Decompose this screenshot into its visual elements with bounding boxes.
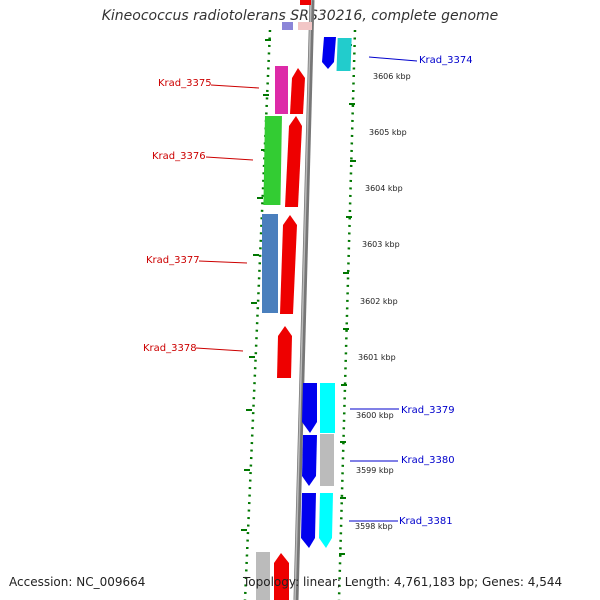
kbp-tick-3601: 3601 kbp bbox=[358, 353, 396, 362]
outer-ticks bbox=[241, 39, 356, 555]
gene-label-krad-3379[interactable]: Krad_3379 bbox=[401, 405, 455, 416]
gene-label-krad-3375[interactable]: Krad_3375 bbox=[158, 78, 212, 89]
kbp-tick-3605: 3605 kbp bbox=[369, 128, 407, 137]
map-title: Kineococcus radiotolerans SRS30216, comp… bbox=[101, 8, 499, 24]
kbp-tick-3600: 3600 kbp bbox=[356, 411, 394, 420]
gene-partial-bottom-gray[interactable] bbox=[256, 552, 270, 600]
kbp-tick-3598: 3598 kbp bbox=[355, 522, 393, 531]
gene-label-krad-3376[interactable]: Krad_3376 bbox=[152, 151, 206, 162]
gene-krad-3376-green[interactable] bbox=[263, 116, 282, 205]
gene-krad-3380-blue[interactable] bbox=[302, 435, 317, 486]
kbp-tick-3602: 3602 kbp bbox=[360, 297, 398, 306]
gene-krad-3377-steelblue[interactable] bbox=[262, 214, 278, 313]
gene-label-krad-3380[interactable]: Krad_3380 bbox=[401, 455, 455, 466]
gene-krad-3375-magenta[interactable] bbox=[275, 66, 288, 114]
genome-backbone bbox=[293, 0, 315, 600]
gene-krad-3375-red[interactable] bbox=[290, 68, 305, 114]
gene-krad-3381-blue[interactable] bbox=[301, 493, 316, 548]
gene-partial-top-purple[interactable] bbox=[282, 22, 293, 30]
gene-krad-3380-gray[interactable] bbox=[320, 434, 334, 486]
gene-krad-3379-cyan[interactable] bbox=[320, 383, 335, 433]
kbp-tick-3599: 3599 kbp bbox=[356, 466, 394, 475]
gene-krad-3377-red[interactable] bbox=[280, 215, 297, 314]
dotted-border-left bbox=[243, 29, 272, 600]
gene-krad-3381-cyan[interactable] bbox=[319, 493, 333, 548]
right-leader-lines bbox=[349, 56, 418, 522]
kbp-tick-3606: 3606 kbp bbox=[373, 72, 411, 81]
gene-krad-3378-red[interactable] bbox=[277, 326, 292, 378]
kbp-tick-3603: 3603 kbp bbox=[362, 240, 400, 249]
gene-label-krad-3374[interactable]: Krad_3374 bbox=[419, 55, 473, 66]
genome-stats: Topology: linear; Length: 4,761,183 bp; … bbox=[243, 575, 563, 589]
gene-partial-top-red[interactable] bbox=[300, 0, 311, 5]
gene-partial-bottom-red[interactable] bbox=[274, 553, 289, 600]
gene-krad-3374-teal[interactable] bbox=[336, 38, 352, 71]
kbp-tick-3604: 3604 kbp bbox=[365, 184, 403, 193]
gene-partial-top-pink[interactable] bbox=[298, 22, 312, 30]
gene-krad-3374-blue[interactable] bbox=[322, 37, 336, 69]
gene-label-krad-3377[interactable]: Krad_3377 bbox=[146, 255, 200, 266]
gene-krad-3379-blue[interactable] bbox=[302, 383, 317, 433]
gene-label-krad-3381[interactable]: Krad_3381 bbox=[399, 516, 453, 527]
accession-label: Accession: NC_009664 bbox=[9, 575, 146, 589]
dotted-border-right bbox=[337, 29, 357, 600]
gene-krad-3376-red[interactable] bbox=[285, 116, 302, 207]
left-leader-lines bbox=[195, 84, 260, 352]
gene-label-krad-3378[interactable]: Krad_3378 bbox=[143, 343, 197, 354]
